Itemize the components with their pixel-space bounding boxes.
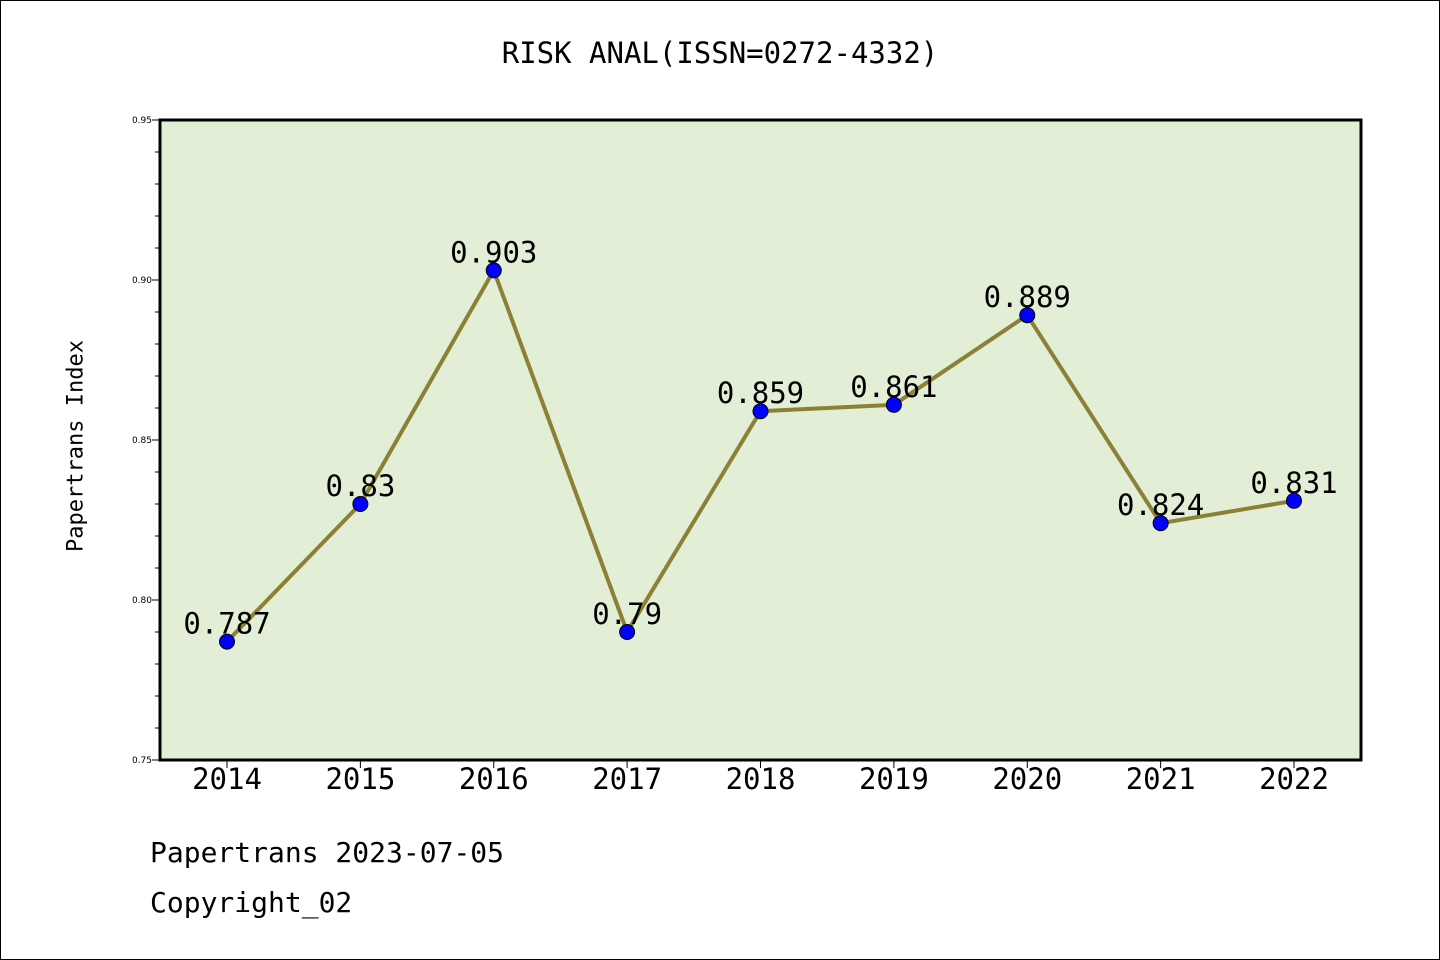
- y-tick-label: 0.90: [132, 276, 152, 286]
- data-point-marker: [752, 403, 769, 420]
- data-point-marker: [1152, 515, 1169, 532]
- data-label: 0.903: [450, 235, 537, 269]
- data-label: 0.824: [1117, 488, 1204, 522]
- x-tick-label: 2020: [992, 762, 1062, 796]
- x-tick-label: 2019: [859, 762, 929, 796]
- data-label: 0.889: [984, 280, 1071, 314]
- y-tick-label: 0.80: [132, 596, 152, 606]
- data-label: 0.79: [592, 597, 662, 631]
- data-point-marker: [485, 262, 502, 279]
- x-tick-label: 2014: [192, 762, 262, 796]
- chart-title: RISK ANAL(ISSN=0272-4332): [501, 36, 939, 70]
- data-label: 0.831: [1250, 466, 1337, 500]
- y-tick-label: 0.85: [132, 436, 152, 446]
- y-tick-label: 0.75: [132, 756, 152, 766]
- data-point-marker: [619, 624, 636, 640]
- data-label: 0.787: [183, 607, 270, 641]
- plot-area: [160, 120, 1361, 760]
- x-tick-label: 2016: [459, 762, 529, 796]
- x-tick-label: 2022: [1259, 762, 1329, 796]
- data-label: 0.859: [717, 376, 804, 410]
- data-point-marker: [885, 396, 902, 413]
- x-tick-label: 2015: [325, 762, 395, 796]
- x-tick-label: 2021: [1126, 762, 1196, 796]
- x-tick-label: 2017: [592, 762, 662, 796]
- data-label: 0.83: [325, 469, 395, 503]
- plot-border: [158, 118, 1363, 762]
- data-point-marker: [1019, 307, 1036, 324]
- y-tick-label: 0.95: [132, 116, 152, 126]
- x-tick-label: 2018: [726, 762, 796, 796]
- footer-copyright: Copyright_02: [150, 886, 353, 919]
- data-point-marker: [219, 633, 235, 650]
- footer-date: Papertrans 2023-07-05: [150, 836, 505, 869]
- data-point-marker: [1286, 492, 1302, 509]
- data-point-marker: [352, 496, 369, 512]
- data-label: 0.861: [850, 370, 937, 404]
